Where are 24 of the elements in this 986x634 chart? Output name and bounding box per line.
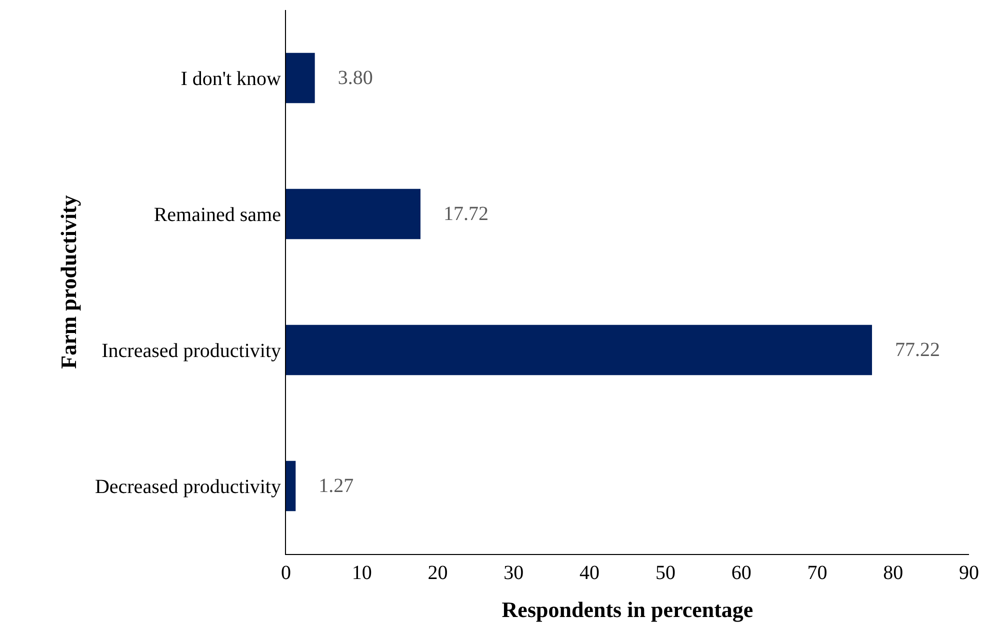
- y-tick-label: Remained same: [154, 204, 282, 226]
- data-label: 17.72: [423, 203, 488, 225]
- bar: [286, 52, 315, 104]
- x-tick-label: 60: [731, 562, 752, 584]
- x-tick-label: 0: [281, 562, 291, 584]
- data-label: 77.22: [875, 339, 940, 361]
- bar: [286, 460, 296, 512]
- x-tick-label: 10: [352, 562, 372, 584]
- x-tick-label: 80: [883, 562, 904, 584]
- y-axis-title: Farm productivity: [56, 195, 81, 369]
- x-tick-label: 30: [504, 562, 524, 584]
- y-tick-label: Decreased productivity: [94, 476, 281, 498]
- x-tick-label: 50: [655, 562, 676, 584]
- x-tick-label: 90: [959, 562, 979, 584]
- y-tick-label: I don't know: [180, 68, 282, 90]
- x-tick-label: 70: [807, 562, 828, 584]
- data-label: 1.27: [298, 475, 354, 497]
- x-tick-label: 40: [580, 562, 600, 584]
- x-tick-label: 20: [428, 562, 448, 584]
- data-label: 3.80: [318, 67, 373, 89]
- x-axis-title: Respondents in percentage: [502, 596, 754, 622]
- bar: [286, 188, 420, 240]
- bar: [286, 324, 872, 376]
- y-tick-label: Increased productivity: [102, 340, 281, 362]
